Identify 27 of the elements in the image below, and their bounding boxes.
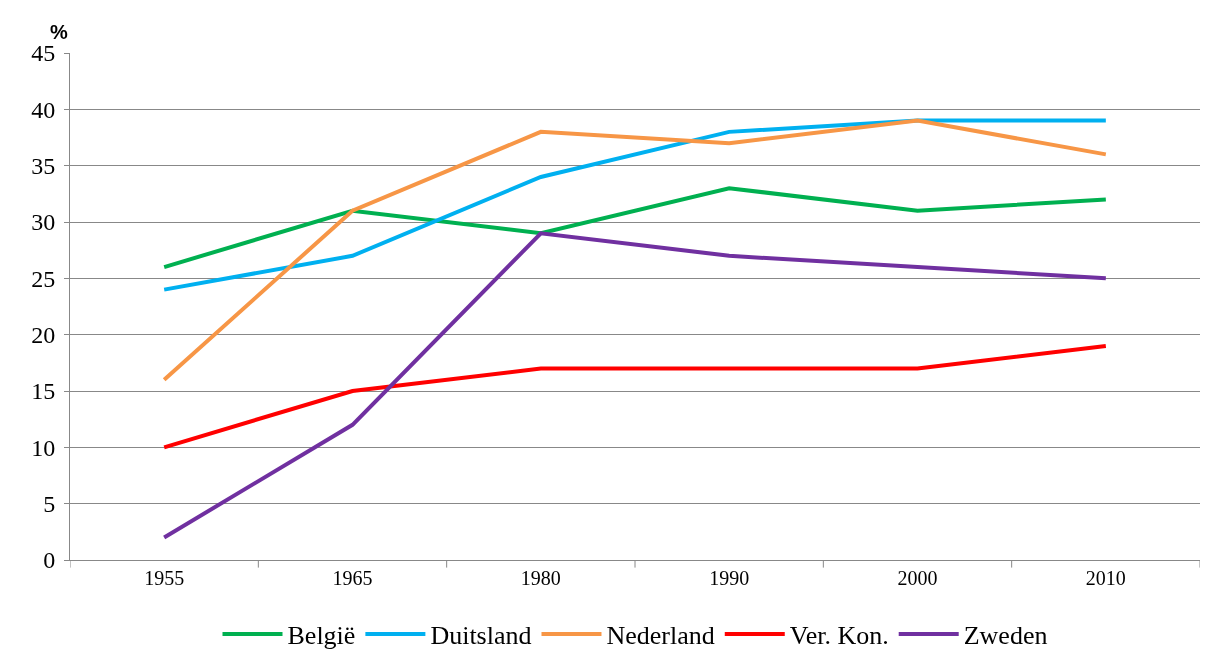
y-tick-label: 5 [43,491,56,518]
y-tick-label: 35 [31,153,56,180]
x-tick-label: 2000 [897,567,938,589]
legend-label: Duitsland [430,621,532,651]
legend-label: Nederland [606,621,715,651]
y-axis-title: % [50,21,68,43]
line-series [162,118,1108,382]
x-tick-label: 2010 [1085,567,1126,589]
x-tick-label: 1990 [709,567,750,589]
y-tick-label: 15 [31,378,56,405]
y-tick-label: 45 [31,40,56,67]
line-series [162,343,1108,450]
y-tick-label: 10 [31,434,56,461]
line-series [162,118,1108,292]
x-tick-label: 1965 [332,567,373,589]
legend-label: Zweden [963,621,1048,651]
line-series [162,186,1108,270]
y-tick-label: 40 [31,96,56,123]
x-tick-label: 1980 [520,567,561,589]
legend-label: Ver. Kon. [789,621,889,651]
y-tick-label: 0 [43,547,56,574]
y-tick-label: 20 [31,322,56,349]
y-tick-label: 30 [31,209,56,236]
legend-label: België [287,621,356,651]
line-series [162,231,1108,540]
y-tick-label: 25 [31,265,56,292]
x-tick-label: 1955 [144,567,185,589]
